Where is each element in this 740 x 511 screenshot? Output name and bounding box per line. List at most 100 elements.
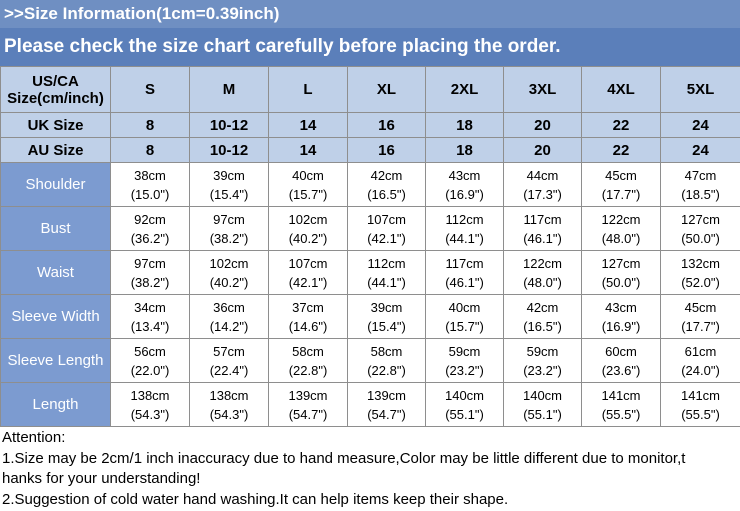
- measurement-cell: 45cm (17.7"): [660, 294, 740, 339]
- measurement-label: Sleeve Length: [0, 338, 111, 383]
- inch-value: (38.2"): [209, 230, 249, 246]
- attention-line-1-cont: hanks for your understanding!: [2, 470, 201, 487]
- inch-value: (16.5"): [523, 318, 562, 334]
- cm-value: 57cm: [213, 343, 245, 359]
- cm-value: 40cm: [292, 167, 324, 183]
- inch-value: (52.0"): [681, 274, 720, 290]
- inch-value: (15.7"): [445, 318, 484, 334]
- cm-value: 97cm: [213, 211, 245, 227]
- inch-value: (44.1"): [445, 230, 484, 246]
- inch-value: (42.1"): [288, 274, 328, 290]
- inch-value: (36.2"): [130, 230, 170, 246]
- attention-notes: Attention: 1.Size may be 2cm/1 inch inac…: [2, 428, 738, 510]
- uk-size-cell: 8: [110, 112, 190, 138]
- attention-title: Attention:: [2, 429, 66, 446]
- cm-value: 39cm: [370, 299, 403, 315]
- cm-value: 40cm: [448, 299, 481, 315]
- cm-value: 102cm: [288, 211, 328, 227]
- cm-value: 140cm: [522, 387, 563, 403]
- cm-value: 61cm: [684, 343, 717, 359]
- uk-size-cell: 16: [347, 112, 426, 138]
- cm-value: 36cm: [213, 299, 245, 315]
- cm-value: 138cm: [209, 387, 249, 403]
- inch-value: (24.0"): [681, 362, 720, 378]
- measurement-cell: 140cm (55.1"): [425, 382, 504, 427]
- au-size-cell: 18: [425, 137, 504, 163]
- inch-value: (54.7"): [288, 406, 328, 422]
- cm-value: 39cm: [213, 167, 245, 183]
- measurement-cell: 122cm (48.0"): [581, 206, 661, 251]
- measurement-cell: 127cm (50.0"): [581, 250, 661, 295]
- cm-value: 47cm: [684, 167, 717, 183]
- measurement-label: Shoulder: [0, 162, 111, 207]
- measurement-row: Sleeve Width 34cm (13.4") 36cm (14.2") 37cm (1…: [0, 294, 740, 339]
- inch-value: (16.9"): [601, 318, 641, 334]
- inch-value: (54.3"): [209, 406, 249, 422]
- inch-value: (55.1"): [523, 406, 562, 422]
- cm-value: 122cm: [522, 255, 563, 271]
- cm-value: 58cm: [292, 343, 324, 359]
- measurement-cell: 44cm (17.3"): [503, 162, 582, 207]
- inch-value: (23.2"): [523, 362, 562, 378]
- measurement-cell: 43cm (16.9"): [425, 162, 504, 207]
- size-info-title: >>Size Information(1cm=0.39inch): [0, 0, 740, 28]
- measurement-cell: 139cm (54.7"): [268, 382, 348, 427]
- measurement-cell: 97cm (38.2"): [189, 206, 269, 251]
- inch-value: (17.7"): [681, 318, 720, 334]
- measurement-row: Sleeve Length 56cm (22.0") 57cm (22.4") 58cm (…: [0, 338, 740, 383]
- measurement-cell: 117cm (46.1"): [425, 250, 504, 295]
- au-size-cell: 22: [581, 137, 661, 163]
- measurement-cell: 112cm (44.1"): [347, 250, 426, 295]
- uk-size-cell: 10-12: [189, 112, 269, 138]
- uk-size-cell: 22: [581, 112, 661, 138]
- inch-value: (16.9"): [445, 186, 484, 202]
- inch-value: (15.0"): [130, 186, 170, 202]
- cm-value: 59cm: [526, 343, 559, 359]
- size-cell: XL: [347, 66, 426, 113]
- inch-value: (46.1"): [523, 230, 562, 246]
- measurement-row: Waist 97cm (38.2") 102cm (40.2") 107cm (42.1")…: [0, 250, 740, 295]
- cm-value: 34cm: [134, 299, 166, 315]
- measurement-cell: 47cm (18.5"): [660, 162, 740, 207]
- us-ca-size-header: US/CA Size(cm/inch): [0, 66, 111, 113]
- inch-value: (40.2"): [288, 230, 328, 246]
- au-size-header: AU Size: [0, 137, 111, 163]
- inch-value: (42.1"): [367, 230, 406, 246]
- cm-value: 127cm: [601, 255, 641, 271]
- inch-value: (46.1"): [445, 274, 484, 290]
- inch-value: (50.0"): [681, 230, 720, 246]
- measurement-cell: 58cm (22.8"): [347, 338, 426, 383]
- inch-value: (55.5"): [601, 406, 641, 422]
- measurement-cell: 40cm (15.7"): [425, 294, 504, 339]
- cm-value: 141cm: [680, 387, 721, 403]
- size-cell: L: [268, 66, 348, 113]
- measurement-cell: 43cm (16.9"): [581, 294, 661, 339]
- size-cell: 3XL: [503, 66, 582, 113]
- inch-value: (14.2"): [209, 318, 249, 334]
- cm-value: 132cm: [680, 255, 721, 271]
- size-cell: 5XL: [660, 66, 740, 113]
- measurement-cell: 57cm (22.4"): [189, 338, 269, 383]
- measurement-cell: 97cm (38.2"): [110, 250, 190, 295]
- cm-value: 102cm: [209, 255, 249, 271]
- inch-value: (17.3"): [523, 186, 562, 202]
- inch-value: (22.0"): [130, 362, 170, 378]
- au-size-cell: 20: [503, 137, 582, 163]
- measurement-cell: 42cm (16.5"): [503, 294, 582, 339]
- inch-value: (23.2"): [445, 362, 484, 378]
- inch-value: (15.4"): [367, 318, 406, 334]
- inch-value: (13.4"): [130, 318, 170, 334]
- cm-value: 97cm: [134, 255, 166, 271]
- measurement-cell: 59cm (23.2"): [425, 338, 504, 383]
- cm-value: 44cm: [526, 167, 559, 183]
- measurement-cell: 140cm (55.1"): [503, 382, 582, 427]
- measurement-cell: 141cm (55.5"): [581, 382, 661, 427]
- inch-value: (22.8"): [367, 362, 406, 378]
- cm-value: 56cm: [134, 343, 166, 359]
- measurement-label: Waist: [0, 250, 111, 295]
- au-size-cell: 24: [660, 137, 740, 163]
- cm-value: 92cm: [134, 211, 166, 227]
- cm-value: 141cm: [601, 387, 641, 403]
- cm-value: 43cm: [605, 299, 637, 315]
